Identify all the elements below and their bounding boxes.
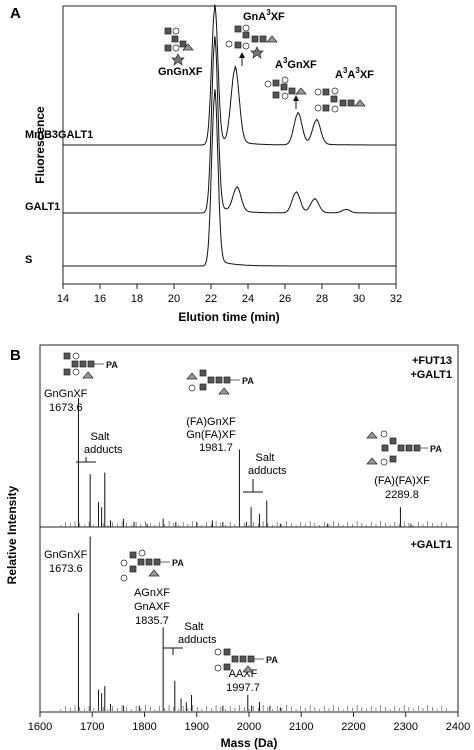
- glycan-icon-gngnxf: [164, 27, 194, 66]
- glycan-icon-b-fagnxf: PA: [186, 369, 254, 395]
- glycan-icon-b-agnxf: PA: [120, 549, 184, 582]
- annotation-a3gnxf: A3GnXF: [275, 56, 317, 71]
- glycan-icon-gna3xf: [225, 24, 278, 59]
- peak-name-gnfaxf: Gn(FA)XF: [186, 429, 236, 441]
- glycan-icon-b-aaxf: PA: [214, 648, 278, 673]
- panel-a-traces: [63, 4, 396, 267]
- peak-mass-1835: 1835.7: [135, 615, 169, 627]
- salt-label-bottom-b: adducts: [178, 634, 217, 646]
- b-tick-label: 1600: [28, 721, 52, 733]
- pa-tag-1: PA: [106, 360, 118, 370]
- salt-bracket-bottom: [163, 647, 183, 655]
- peak-name-fafaxf: (FA)(FA)XF: [374, 475, 430, 487]
- peak-mass-2289: 2289.8: [385, 489, 419, 501]
- a-tick-label: 22: [205, 293, 217, 305]
- trace-label-mmb3galt1: MmB3GALT1: [25, 129, 93, 141]
- a-tick-label: 24: [242, 293, 254, 305]
- peak-name-fagnxf: (FA)GnXF: [186, 416, 236, 428]
- panel-b-x-ticks: 1600 1700 1800 1900 2000 2100 2200 2300 2400: [28, 712, 470, 733]
- a-tick-label: 28: [316, 293, 328, 305]
- annotation-gngnxf: GnGnXF: [158, 66, 203, 78]
- b-tick-label: 2400: [446, 721, 470, 733]
- condition-label-galt1-top: +GALT1: [410, 369, 452, 381]
- peak-arrows: [239, 52, 299, 109]
- b-tick-label: 1800: [132, 721, 156, 733]
- peak-name-agnxf: AGnXF: [134, 587, 170, 599]
- a-tick-label: 14: [57, 293, 69, 305]
- condition-label-fut13: +FUT13: [412, 355, 452, 367]
- panel-letter-b: B: [10, 347, 21, 364]
- salt-label-top-1: Salt: [91, 431, 110, 443]
- peak-name-gngnxf-bottom: GnGnXF: [44, 549, 88, 561]
- annotation-a3a3xf: A3A3XF: [335, 66, 374, 81]
- salt-label-bottom: Salt: [185, 621, 204, 633]
- pa-tag-4: PA: [172, 558, 184, 568]
- panel-b-peaks: [60, 398, 447, 711]
- pa-tag-2: PA: [242, 376, 254, 386]
- trace-label-s: S: [25, 254, 32, 266]
- peak-mass-gngnxf-top: 1673.6: [49, 402, 83, 414]
- b-tick-label: 1900: [185, 721, 209, 733]
- condition-label-galt1-bottom: +GALT1: [410, 539, 452, 551]
- panel-a-x-ticks: 14 16 18 20 22 24 26 28 30 32: [57, 284, 402, 305]
- panel-b-x-title: Mass (Da): [221, 736, 278, 750]
- peak-name-aaxf: AAXF: [229, 668, 258, 680]
- annotation-gna3xf: GnA3XF: [243, 8, 285, 23]
- b-tick-label: 2300: [394, 721, 418, 733]
- b-tick-label: 2000: [237, 721, 261, 733]
- pa-tag-5: PA: [266, 655, 278, 665]
- panel-b-y-title: Relative Intensity: [5, 485, 19, 584]
- pa-tag-3: PA: [430, 444, 442, 454]
- a-tick-label: 30: [353, 293, 365, 305]
- panel-a-x-title: Elution time (min): [178, 310, 279, 324]
- salt-bracket-top: [76, 457, 263, 493]
- a-tick-label: 18: [131, 293, 143, 305]
- trace-0: [63, 4, 396, 146]
- trace-1: [63, 36, 396, 214]
- peak-name-gnaxf: GnAXF: [134, 601, 170, 613]
- b-tick-label: 1700: [80, 721, 104, 733]
- salt-label-top-2: Salt: [256, 452, 275, 464]
- b-tick-label: 2200: [341, 721, 365, 733]
- panel-letter-a: A: [10, 5, 21, 22]
- a-tick-label: 20: [168, 293, 180, 305]
- glycan-icon-b-gngnxf-top: PA: [63, 352, 118, 379]
- peak-name-gngnxf-top: GnGnXF: [44, 388, 88, 400]
- salt-label-top-2b: adducts: [248, 465, 287, 477]
- panel-a-y-title: Fluorescence: [33, 106, 47, 184]
- peak-mass-gngnxf-bottom: 1673.6: [49, 563, 83, 575]
- a-tick-label: 32: [390, 293, 402, 305]
- a-tick-label: 26: [279, 293, 291, 305]
- trace-label-galt1: GALT1: [25, 201, 60, 213]
- a-tick-label: 16: [94, 293, 106, 305]
- glycan-icon-b-fafaxf: PA: [366, 430, 442, 466]
- glycan-icon-a3gnxf: [264, 76, 307, 100]
- b-tick-label: 2100: [289, 721, 313, 733]
- glycan-icon-a3a3xf: [314, 87, 366, 113]
- peak-mass-1981: 1981.7: [199, 442, 233, 454]
- peak-mass-1997: 1997.7: [226, 682, 260, 694]
- salt-label-top-1b: adducts: [84, 444, 123, 456]
- trace-2: [63, 89, 396, 267]
